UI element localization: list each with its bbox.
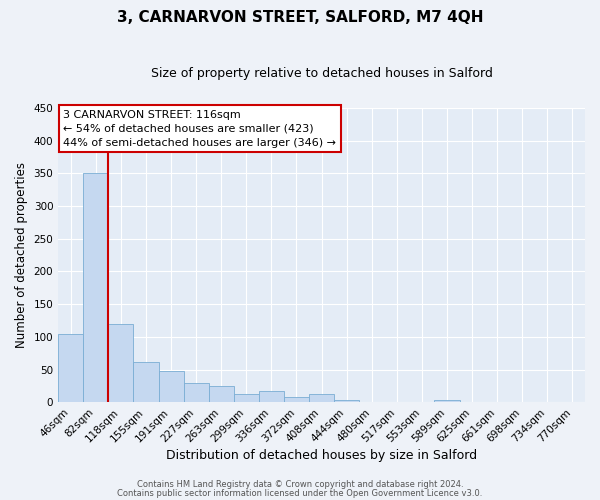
Bar <box>83 174 109 402</box>
Bar <box>184 382 209 402</box>
Bar <box>334 400 359 402</box>
Bar <box>284 397 309 402</box>
Bar <box>58 334 83 402</box>
Bar <box>259 391 284 402</box>
Bar <box>158 371 184 402</box>
Bar <box>109 324 133 402</box>
Text: Contains public sector information licensed under the Open Government Licence v3: Contains public sector information licen… <box>118 488 482 498</box>
Text: 3 CARNARVON STREET: 116sqm
← 54% of detached houses are smaller (423)
44% of sem: 3 CARNARVON STREET: 116sqm ← 54% of deta… <box>64 110 337 148</box>
Text: Contains HM Land Registry data © Crown copyright and database right 2024.: Contains HM Land Registry data © Crown c… <box>137 480 463 489</box>
Bar <box>133 362 158 402</box>
Text: 3, CARNARVON STREET, SALFORD, M7 4QH: 3, CARNARVON STREET, SALFORD, M7 4QH <box>117 10 483 25</box>
Bar <box>209 386 234 402</box>
X-axis label: Distribution of detached houses by size in Salford: Distribution of detached houses by size … <box>166 450 477 462</box>
Bar <box>309 394 334 402</box>
Title: Size of property relative to detached houses in Salford: Size of property relative to detached ho… <box>151 68 493 80</box>
Bar <box>434 400 460 402</box>
Bar <box>234 394 259 402</box>
Y-axis label: Number of detached properties: Number of detached properties <box>15 162 28 348</box>
